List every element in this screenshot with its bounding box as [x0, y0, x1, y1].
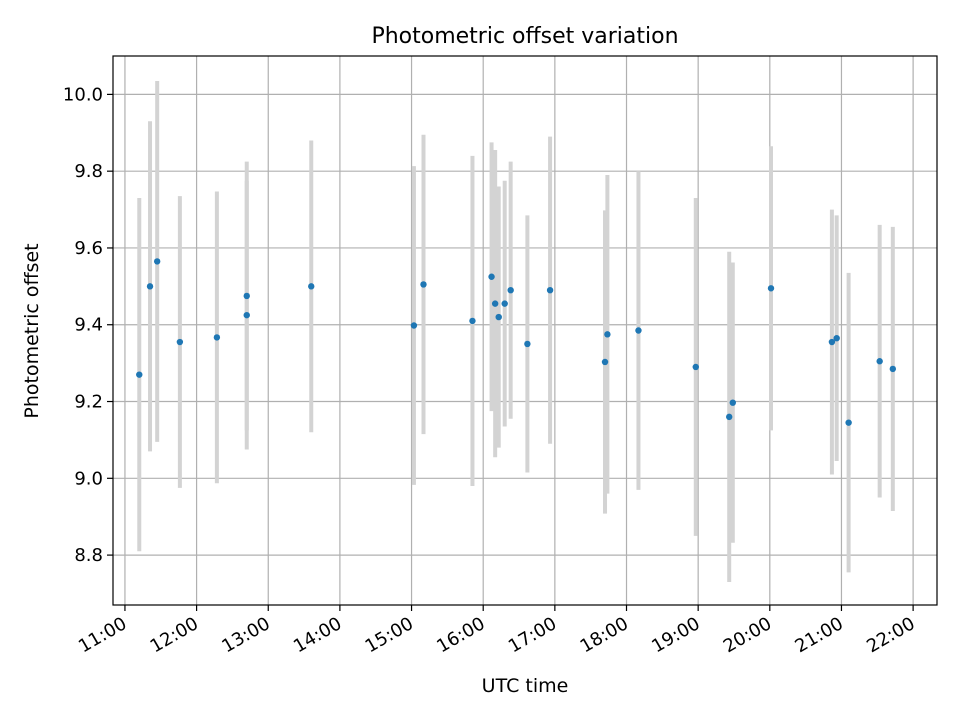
data-point [501, 300, 508, 307]
y-tick-label: 9.2 [74, 392, 103, 413]
data-point [601, 358, 609, 366]
data-point [845, 419, 852, 426]
data-point [767, 285, 775, 292]
y-tick-label: 9.0 [74, 468, 103, 489]
data-point [726, 413, 733, 421]
data-point [136, 371, 143, 378]
data-point [876, 358, 883, 365]
data-point [495, 313, 502, 321]
data-point [469, 317, 476, 325]
chart-title: Photometric offset variation [371, 24, 678, 49]
data-point [491, 300, 499, 307]
data-point [546, 286, 554, 294]
data-point [308, 283, 315, 290]
data-points [136, 258, 897, 426]
data-point [692, 363, 699, 371]
data-point [243, 292, 250, 300]
y-tick-label: 9.4 [74, 315, 103, 336]
data-point [828, 338, 836, 346]
y-tick-label: 10.0 [63, 84, 103, 105]
data-point [889, 365, 897, 373]
data-point [507, 286, 514, 294]
data-point [833, 334, 840, 342]
data-point [153, 258, 161, 265]
y-tick-label: 9.6 [74, 238, 103, 259]
data-point [604, 331, 611, 338]
data-point [410, 322, 418, 329]
data-point [524, 340, 531, 348]
data-point [176, 338, 184, 346]
y-tick-label: 8.8 [74, 545, 103, 566]
plot-frame [112, 55, 938, 606]
x-axis-label: UTC time [482, 675, 569, 697]
data-point [729, 399, 736, 406]
data-point [243, 311, 250, 319]
grid [113, 56, 937, 605]
data-point [146, 283, 154, 290]
data-point [213, 334, 221, 341]
data-point [420, 281, 427, 288]
y-axis-label: Photometric offset [21, 243, 43, 418]
data-point [488, 273, 495, 280]
data-point [635, 327, 642, 334]
y-tick-label: 9.8 [74, 161, 103, 182]
y-axis-ticks: 8.8 9.0 9.2 9.4 9.6 9.8 10.0 [63, 84, 113, 566]
